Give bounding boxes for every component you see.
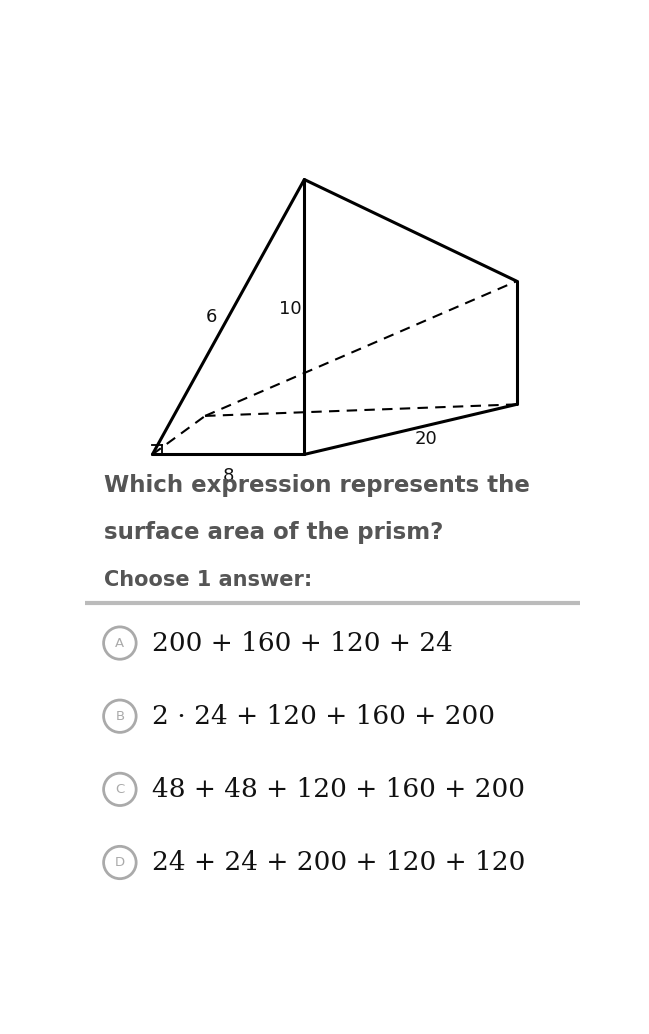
Text: 6: 6 [206,308,217,326]
Text: 24 + 24 + 200 + 120 + 120: 24 + 24 + 200 + 120 + 120 [153,850,526,875]
Text: surface area of the prism?: surface area of the prism? [104,521,444,544]
Text: 2 · 24 + 120 + 160 + 200: 2 · 24 + 120 + 160 + 200 [153,704,495,729]
Text: B: B [116,709,125,723]
Text: D: D [115,856,125,869]
Text: C: C [116,783,125,796]
Text: 8: 8 [223,467,234,485]
Text: 10: 10 [279,300,302,318]
Text: 200 + 160 + 120 + 24: 200 + 160 + 120 + 24 [153,631,453,656]
Text: Choose 1 answer:: Choose 1 answer: [104,570,313,590]
Text: 20: 20 [415,429,437,448]
Text: Which expression represents the: Which expression represents the [104,474,530,496]
Text: A: A [116,637,125,649]
Text: 48 + 48 + 120 + 160 + 200: 48 + 48 + 120 + 160 + 200 [153,777,526,801]
